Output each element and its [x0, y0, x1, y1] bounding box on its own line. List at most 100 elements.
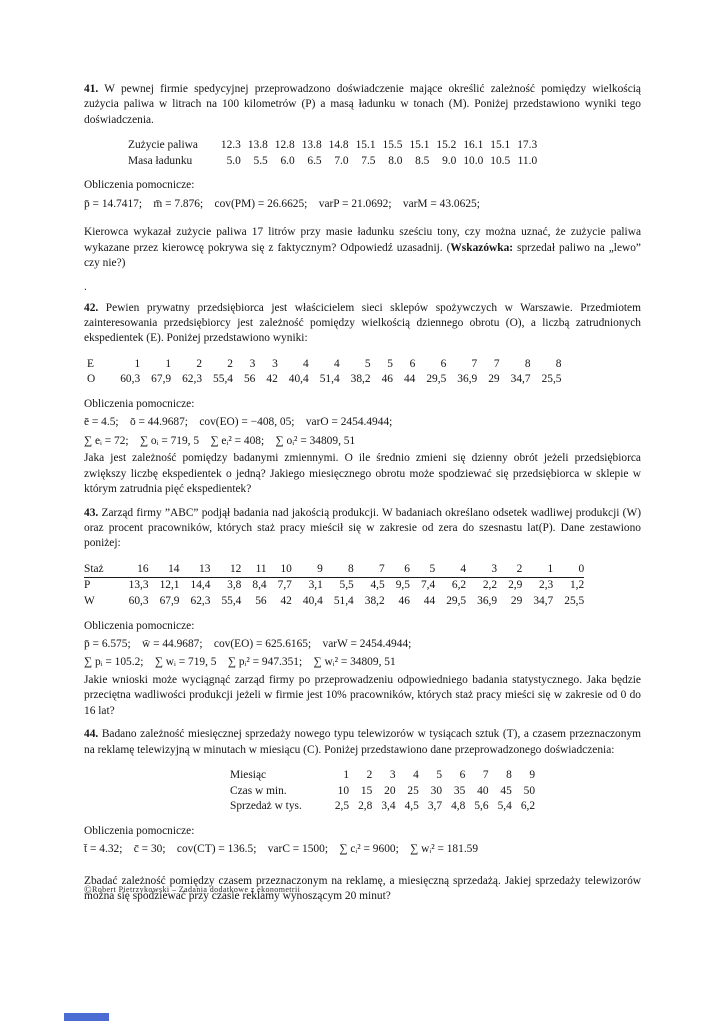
problem-intro-text: Pewien prywatny przedsiębiorca jest właś… — [84, 301, 641, 345]
question-text: Jakie wnioski może wyciągnąć zarząd firm… — [84, 673, 641, 717]
table-cell: 60,3 — [128, 594, 149, 607]
question-text: Kierowca wykazał zużycie paliwa 17 litró… — [84, 226, 641, 254]
table-cell: 1 — [165, 357, 172, 370]
table-cell: 15 — [360, 784, 373, 797]
table-cell: 3 — [249, 357, 256, 370]
table-cell: 62,3 — [190, 594, 211, 607]
table-cell: 40 — [477, 784, 489, 797]
table-cell: 6.5 — [307, 154, 322, 167]
table-cell: 2 — [366, 769, 373, 781]
hint-label: Wskazówka: — [450, 241, 514, 254]
table-cell: 0 — [553, 561, 585, 579]
table-cell: 12,1 — [159, 579, 180, 592]
table-cell: 38,2 — [364, 594, 385, 607]
table-cell: 2 — [227, 357, 233, 370]
table-cell: 56 — [255, 594, 267, 607]
row-label: E — [87, 357, 94, 370]
table-cell: 8 — [322, 561, 354, 579]
problem-43: 43. Zarząd firmy ”ABC” podjął badania na… — [84, 506, 641, 720]
table-cell: 2 — [497, 561, 523, 579]
problem-41: 41. W pewnej firmie spedycyjnej przeprow… — [84, 82, 641, 294]
table-cell: 13,3 — [128, 579, 149, 592]
table-cell: 6,2 — [520, 800, 536, 813]
table-cell: 12.8 — [274, 139, 295, 152]
pdf-link-annotation-bar[interactable] — [64, 1013, 109, 1021]
question-text: Zbadać zależność pomiędzy czasem przezna… — [84, 874, 641, 903]
problem-number: 41. — [84, 83, 99, 95]
table-cell: 55,4 — [213, 373, 233, 386]
problem-intro-text: Zarząd firmy ”ABC” podjął badania nad ja… — [84, 506, 641, 550]
row-label: Czas w min. — [230, 784, 287, 797]
table-cell: 4 — [333, 357, 340, 370]
table-cell: 62,3 — [182, 373, 203, 386]
table-cell: 5.5 — [253, 154, 268, 167]
problem-42-intro: 42. Pewien prywatny przedsiębiorca jest … — [84, 301, 641, 347]
row-label: Staż — [84, 561, 118, 579]
table-cell: 16.1 — [463, 139, 484, 152]
problem-41-question: Kierowca wykazał zużycie paliwa 17 litró… — [84, 225, 641, 271]
table-cell: 1 — [134, 357, 141, 370]
table-cell: 44 — [423, 594, 436, 607]
table-cell: 36,9 — [457, 373, 478, 386]
table-cell: 29 — [510, 594, 523, 607]
table-cell: 4 — [303, 357, 309, 370]
table-cell: 4 — [413, 769, 419, 781]
question-text: Jaka jest zależność pomiędzy badanymi zm… — [84, 452, 641, 496]
table-cell: 60,3 — [120, 373, 141, 386]
copyright-text: Robert Pietrzykowski – Zadania dodatkowe… — [92, 885, 301, 894]
table-cell: 9 — [291, 561, 323, 579]
table-cell: 14.8 — [328, 139, 349, 152]
table-cell: 4,5 — [370, 579, 385, 592]
table-cell: 34,7 — [533, 594, 554, 607]
table-cell: 45 — [500, 784, 512, 797]
table-cell: 5,4 — [497, 800, 512, 813]
aux-line: p̄ = 14.7417; m̄ = 7.876; cov(PM) = 26.6… — [84, 197, 480, 210]
table-cell: 55,4 — [221, 594, 242, 607]
table-cell: 7 — [482, 769, 489, 781]
table-cell: 7.0 — [334, 154, 349, 167]
problem-intro-text: W pewnej firmie spedycyjnej przeprowadzo… — [84, 83, 641, 126]
table-cell: 6,2 — [451, 579, 467, 592]
table-cell: 46 — [398, 594, 410, 607]
problem-number: 44. — [84, 728, 99, 741]
table-cell: 6 — [384, 561, 410, 579]
table-cell: 17.3 — [517, 139, 538, 152]
copyright-icon: © — [84, 885, 92, 896]
table-cell: 6 — [440, 357, 447, 370]
table-row: W 60,3 67,9 62,3 55,4 56 42 40,4 51,4 38,2 46 44 29,… — [84, 594, 584, 610]
table-cell: 6 — [459, 769, 466, 781]
table-cell: 6.0 — [280, 154, 295, 167]
text-block: 41. W pewnej firmie spedycyjnej przeprow… — [84, 82, 641, 913]
table-cell: 40,4 — [288, 373, 309, 386]
row-label: Sprzedaż w tys. — [230, 800, 302, 813]
table-cell: 25,5 — [564, 594, 585, 607]
problem-44-question: Zbadać zależność pomiędzy czasem przezna… — [84, 874, 641, 905]
table-cell: 9.0 — [442, 154, 457, 167]
table-cell: 16 — [117, 561, 149, 579]
aux-label: Obliczenia pomocnicze: — [84, 397, 195, 410]
table-cell: 2,9 — [508, 579, 523, 592]
table-cell: 7 — [493, 357, 500, 370]
table-cell: 8 — [506, 769, 512, 781]
table-cell: 2,3 — [539, 579, 554, 592]
table-row: Masa ładunku 5.0 5.5 6.0 6.5 7.0 7.5 8.0 8.5 9.0 1… — [128, 154, 537, 170]
table-cell: 14,4 — [190, 579, 211, 592]
table-cell: 8.5 — [415, 154, 430, 167]
problem-intro-text: Badano zależność miesięcznej sprzedaży n… — [84, 728, 641, 756]
table-cell: 10 — [266, 561, 292, 579]
table-cell: 6 — [409, 357, 416, 370]
problem-44-intro: 44. Badano zależność miesięcznej sprzeda… — [84, 727, 641, 758]
problem-42: 42. Pewien prywatny przedsiębiorca jest … — [84, 301, 641, 498]
aux-line: ∑ pᵢ = 105.2; ∑ wᵢ = 719, 5 ∑ pᵢ² = 947.… — [84, 656, 396, 669]
stray-dot: . — [84, 280, 87, 293]
table-cell: 5 — [387, 357, 393, 370]
table-cell: 46 — [381, 373, 393, 386]
table-cell: 36,9 — [477, 594, 498, 607]
table-cell: 1,2 — [569, 579, 585, 592]
problem-44: 44. Badano zależność miesięcznej sprzeda… — [84, 727, 641, 904]
table-cell: 11.0 — [517, 154, 538, 167]
table-row: Staż 16 14 13 12 11 10 9 8 7 6 5 4 3 2 1 0 — [84, 561, 585, 579]
table-cell: 5.0 — [226, 154, 241, 167]
table-cell: 3,4 — [381, 800, 396, 813]
